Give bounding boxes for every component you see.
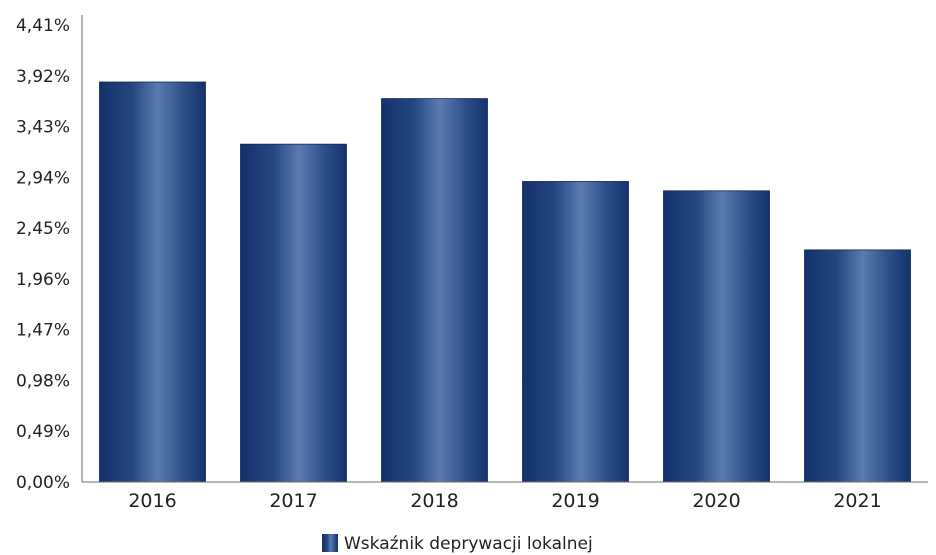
legend: Wskaźnik deprywacji lokalnej <box>322 534 593 554</box>
bar-2019 <box>522 181 629 483</box>
x-tick-label: 2016 <box>128 490 176 512</box>
y-tick-label: 3,43% <box>16 118 70 138</box>
legend-swatch <box>322 534 338 552</box>
y-tick-label: 4,41% <box>16 16 70 36</box>
y-tick-label: 0,98% <box>16 371 70 391</box>
bar-2017 <box>240 143 347 483</box>
y-axis: 0,00% 0,49% 0,98% 1,47% 1,96% 2,45% 2,94% 3,43%… <box>16 15 83 493</box>
y-tick-label: 2,94% <box>16 168 70 188</box>
y-tick-label: 1,96% <box>16 270 70 290</box>
legend-label: Wskaźnik deprywacji lokalnej <box>344 534 593 554</box>
y-tick-label: 0,49% <box>16 422 70 442</box>
bars <box>99 81 911 483</box>
x-tick-label: 2019 <box>551 490 599 512</box>
x-tick-label: 2021 <box>833 490 881 512</box>
bar-2021 <box>804 249 911 483</box>
x-tick-label: 2020 <box>692 490 740 512</box>
bar-2018 <box>381 98 488 483</box>
x-tick-label: 2018 <box>410 490 458 512</box>
y-tick-label: 0,00% <box>16 473 70 493</box>
bar-2020 <box>663 190 770 483</box>
x-axis: 2016 2017 2018 2019 2020 2021 <box>82 481 928 512</box>
x-tick-label: 2017 <box>269 490 317 512</box>
y-tick-label: 1,47% <box>16 321 70 341</box>
y-tick-label: 3,92% <box>16 67 70 87</box>
y-tick-label: 2,45% <box>16 219 70 239</box>
bar-2016 <box>99 81 206 483</box>
